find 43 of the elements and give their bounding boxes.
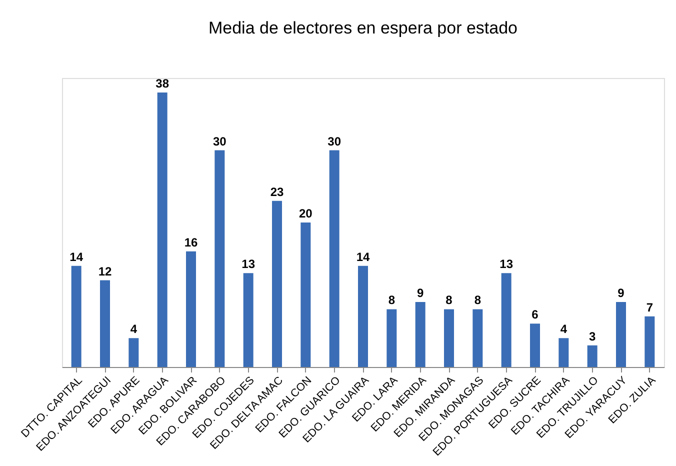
bar: [71, 266, 82, 367]
bar: [644, 316, 655, 367]
data-label: 8: [446, 293, 453, 308]
bar: [530, 324, 540, 367]
bar: [358, 266, 368, 367]
bar: [587, 345, 598, 367]
data-label: 3: [588, 329, 596, 344]
bar: [501, 273, 512, 367]
data-label: 12: [98, 264, 112, 278]
data-label: 4: [560, 322, 568, 336]
bar: [616, 302, 626, 367]
bar: [128, 338, 139, 367]
bar: [329, 150, 340, 367]
data-label: 13: [242, 257, 256, 272]
chart-title: Media de electores en espera por estado: [208, 18, 518, 38]
data-label: 14: [70, 250, 84, 264]
bar: [157, 92, 168, 367]
bar: [472, 309, 483, 367]
data-label: 14: [356, 250, 370, 264]
data-label: 9: [618, 286, 625, 300]
bar: [558, 338, 569, 367]
data-label: 9: [416, 286, 424, 300]
bar: [300, 222, 311, 367]
bar: [214, 150, 225, 367]
data-label: 38: [156, 76, 170, 90]
data-label: 13: [500, 257, 514, 272]
data-label: 7: [646, 300, 654, 314]
data-label: 20: [298, 206, 313, 220]
data-label: 30: [212, 134, 227, 148]
bar: [243, 273, 254, 367]
data-label: 16: [184, 235, 198, 250]
bar: [272, 200, 282, 367]
bar: [186, 251, 196, 367]
data-label: 8: [474, 293, 482, 308]
data-label: 4: [130, 322, 138, 336]
data-label: 23: [270, 184, 284, 199]
bar: [444, 309, 454, 367]
bar: [415, 302, 426, 367]
bar: [100, 280, 110, 367]
data-label: 8: [388, 293, 396, 308]
bar: [386, 309, 397, 367]
data-label: 6: [532, 308, 539, 322]
data-label: 30: [328, 134, 342, 148]
